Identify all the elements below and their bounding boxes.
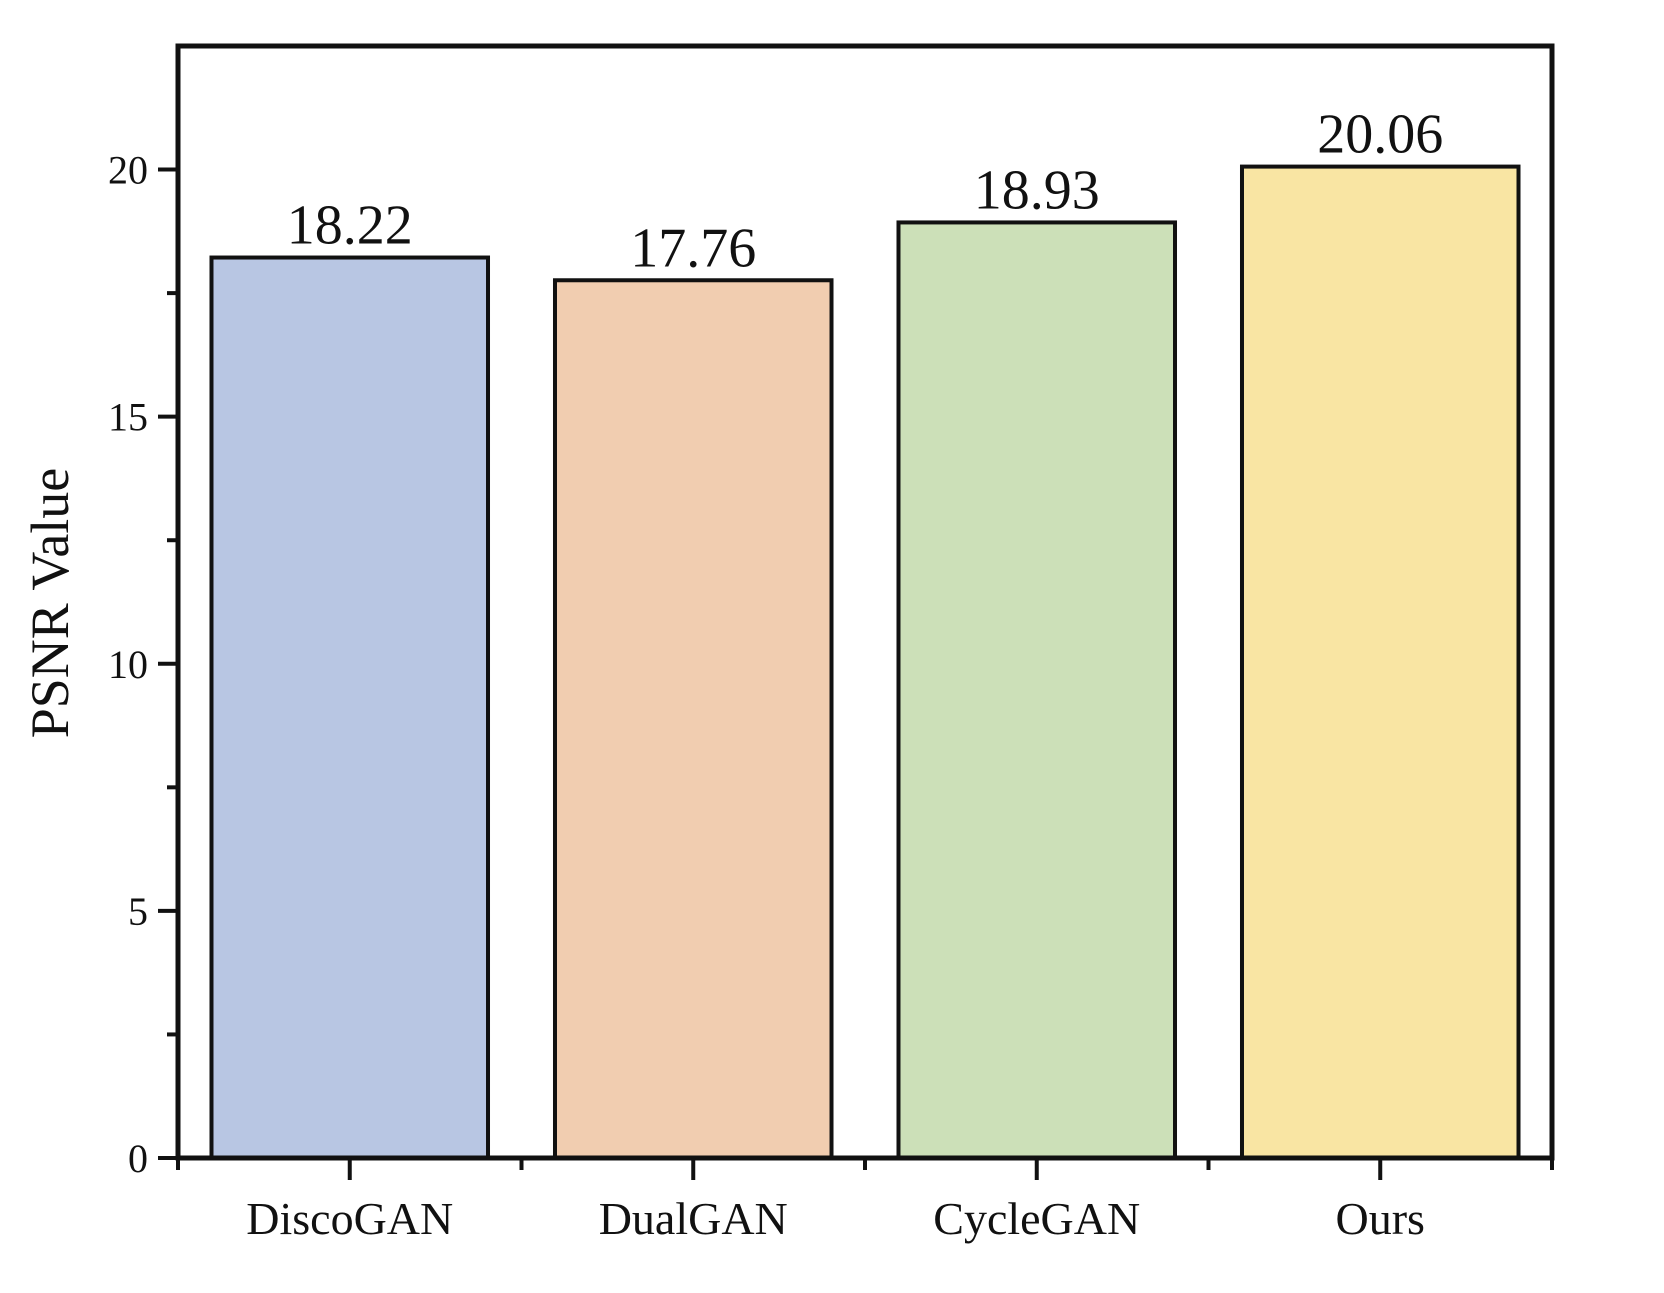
bar-ours	[1239, 164, 1521, 1161]
y-axis-title: PSNR Value	[20, 468, 80, 739]
x-tick-label-cyclegan: CycleGAN	[933, 1193, 1140, 1244]
bar-dualgan	[552, 278, 834, 1160]
y-tick-label: 5	[128, 889, 148, 934]
value-label-dualgan: 17.76	[630, 217, 756, 279]
value-label-discogan: 18.22	[287, 195, 413, 257]
x-tick-label-ours: Ours	[1336, 1193, 1425, 1244]
bar-cyclegan	[896, 220, 1178, 1161]
y-axis: 0 5 10 15 20	[108, 148, 178, 1181]
x-tick-label-dualgan: DualGAN	[599, 1193, 788, 1244]
value-label-cyclegan: 18.93	[974, 159, 1100, 221]
bars-layer	[209, 164, 1521, 1161]
x-tick-label-discogan: DiscoGAN	[246, 1193, 453, 1244]
value-label-ours: 20.06	[1317, 104, 1443, 166]
y-tick-label: 15	[108, 395, 148, 440]
y-tick-label: 20	[108, 148, 148, 193]
y-tick-label: 0	[128, 1136, 148, 1181]
value-labels: 18.22 17.76 18.93 20.06	[287, 104, 1444, 280]
bar-discogan	[209, 255, 491, 1160]
x-axis: DiscoGAN DualGAN CycleGAN Ours	[176, 1158, 1554, 1244]
y-tick-label: 10	[108, 642, 148, 687]
